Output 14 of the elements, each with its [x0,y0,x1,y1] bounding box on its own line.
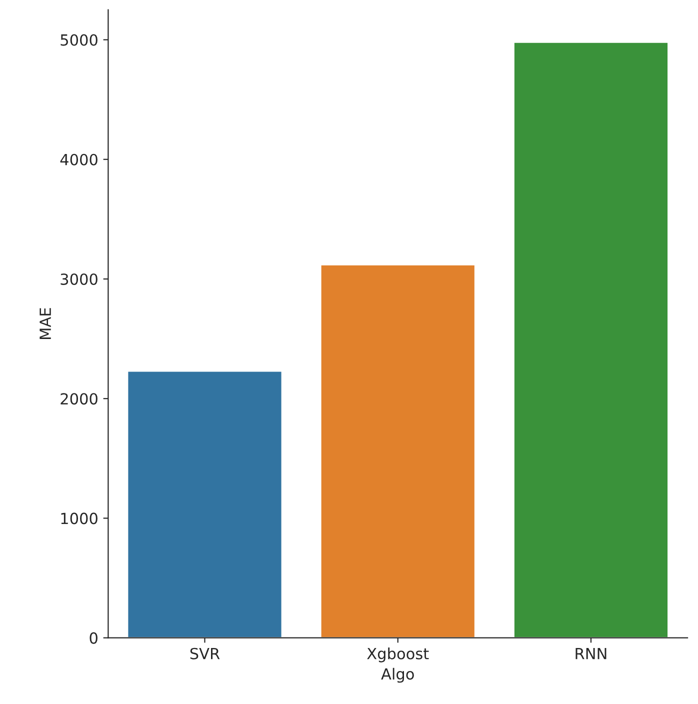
y-tick-label: 0 [90,632,98,644]
x-axis-title: Algo [381,668,414,683]
y-tick-label: 4000 [60,154,98,166]
y-tick-label: 1000 [61,512,98,524]
y-tick-label: 5000 [60,34,98,46]
bar [126,370,283,638]
bar [513,41,669,638]
y-tick-label: 2000 [60,393,98,405]
y-axis-title: MAE [40,308,51,339]
x-tick-label: RNN [576,648,606,660]
bar [320,264,476,638]
x-tick-label: SVR [190,648,220,660]
x-tick-label: Xgboost [367,648,429,662]
y-tick-label: 3000 [60,273,98,286]
